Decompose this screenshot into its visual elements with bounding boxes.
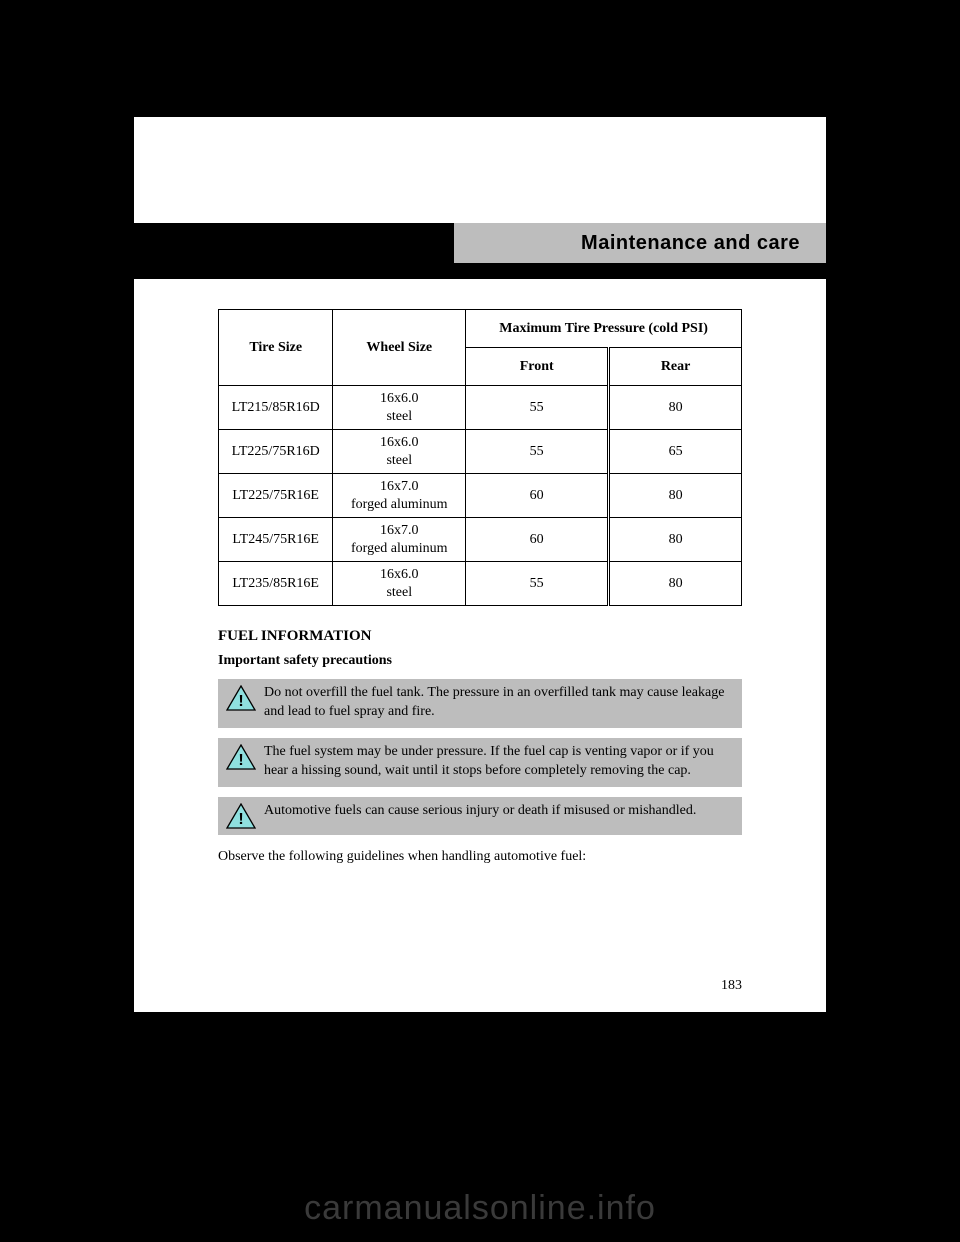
warning-text: Do not overfill the fuel tank. The press… xyxy=(226,684,734,722)
warning-icon: ! xyxy=(226,744,256,770)
header-gray-box: Maintenance and care xyxy=(454,223,826,263)
cell-front: 55 xyxy=(466,386,609,430)
cell-wheel: 16x7.0forged aluminum xyxy=(333,474,466,518)
warning-box: !The fuel system may be under pressure. … xyxy=(218,738,742,787)
cell-rear: 80 xyxy=(609,386,742,430)
table-row: LT245/75R16E16x7.0forged aluminum6080 xyxy=(219,518,742,562)
warnings-container: !Do not overfill the fuel tank. The pres… xyxy=(218,679,742,835)
table-row: LT235/85R16E16x6.0steel5580 xyxy=(219,562,742,606)
table-row: LT215/85R16D16x6.0steel5580 xyxy=(219,386,742,430)
fuel-section-heading: FUEL INFORMATION xyxy=(218,628,742,645)
svg-text:!: ! xyxy=(238,693,243,710)
cell-tire: LT235/85R16E xyxy=(219,562,333,606)
page-number: 183 xyxy=(721,978,742,994)
tire-pressure-table: Tire Size Wheel Size Maximum Tire Pressu… xyxy=(218,309,742,606)
page-section-title: Maintenance and care xyxy=(581,232,800,255)
cell-wheel: 16x6.0steel xyxy=(333,562,466,606)
col-tire-size: Tire Size xyxy=(219,310,333,386)
cell-rear: 80 xyxy=(609,562,742,606)
cell-rear: 80 xyxy=(609,518,742,562)
table-row: LT225/75R16E16x7.0forged aluminum6080 xyxy=(219,474,742,518)
warning-text: Automotive fuels can cause serious injur… xyxy=(226,802,734,821)
cell-rear: 80 xyxy=(609,474,742,518)
table-body: LT215/85R16D16x6.0steel5580LT225/75R16D1… xyxy=(219,386,742,606)
table-header-row: Tire Size Wheel Size Maximum Tire Pressu… xyxy=(219,310,742,348)
warning-box: !Do not overfill the fuel tank. The pres… xyxy=(218,679,742,728)
table-row: LT225/75R16D16x6.0steel5565 xyxy=(219,430,742,474)
svg-text:!: ! xyxy=(238,811,243,828)
cell-front: 55 xyxy=(466,430,609,474)
cell-tire: LT225/75R16D xyxy=(219,430,333,474)
cell-front: 55 xyxy=(466,562,609,606)
warning-icon: ! xyxy=(226,685,256,711)
cell-front: 60 xyxy=(466,474,609,518)
cell-tire: LT245/75R16E xyxy=(219,518,333,562)
cell-wheel: 16x6.0steel xyxy=(333,386,466,430)
col-front: Front xyxy=(466,348,609,386)
cell-rear: 65 xyxy=(609,430,742,474)
cell-wheel: 16x6.0steel xyxy=(333,430,466,474)
cell-wheel: 16x7.0forged aluminum xyxy=(333,518,466,562)
svg-text:!: ! xyxy=(238,752,243,769)
col-rear: Rear xyxy=(609,348,742,386)
warning-icon: ! xyxy=(226,803,256,829)
col-max-pressure: Maximum Tire Pressure (cold PSI) xyxy=(466,310,742,348)
cell-tire: LT215/85R16D xyxy=(219,386,333,430)
cell-front: 60 xyxy=(466,518,609,562)
content-area: Tire Size Wheel Size Maximum Tire Pressu… xyxy=(218,309,742,866)
fuel-subheading: Important safety precautions xyxy=(218,653,742,669)
warning-text: The fuel system may be under pressure. I… xyxy=(226,743,734,781)
cell-tire: LT225/75R16E xyxy=(219,474,333,518)
watermark-text: carmanualsonline.info xyxy=(0,1189,960,1228)
warning-box: !Automotive fuels can cause serious inju… xyxy=(218,797,742,835)
page: Maintenance and care Tire Size Wheel Siz… xyxy=(134,117,826,1012)
col-wheel-size: Wheel Size xyxy=(333,310,466,386)
fuel-body-text: Observe the following guidelines when ha… xyxy=(218,847,742,867)
